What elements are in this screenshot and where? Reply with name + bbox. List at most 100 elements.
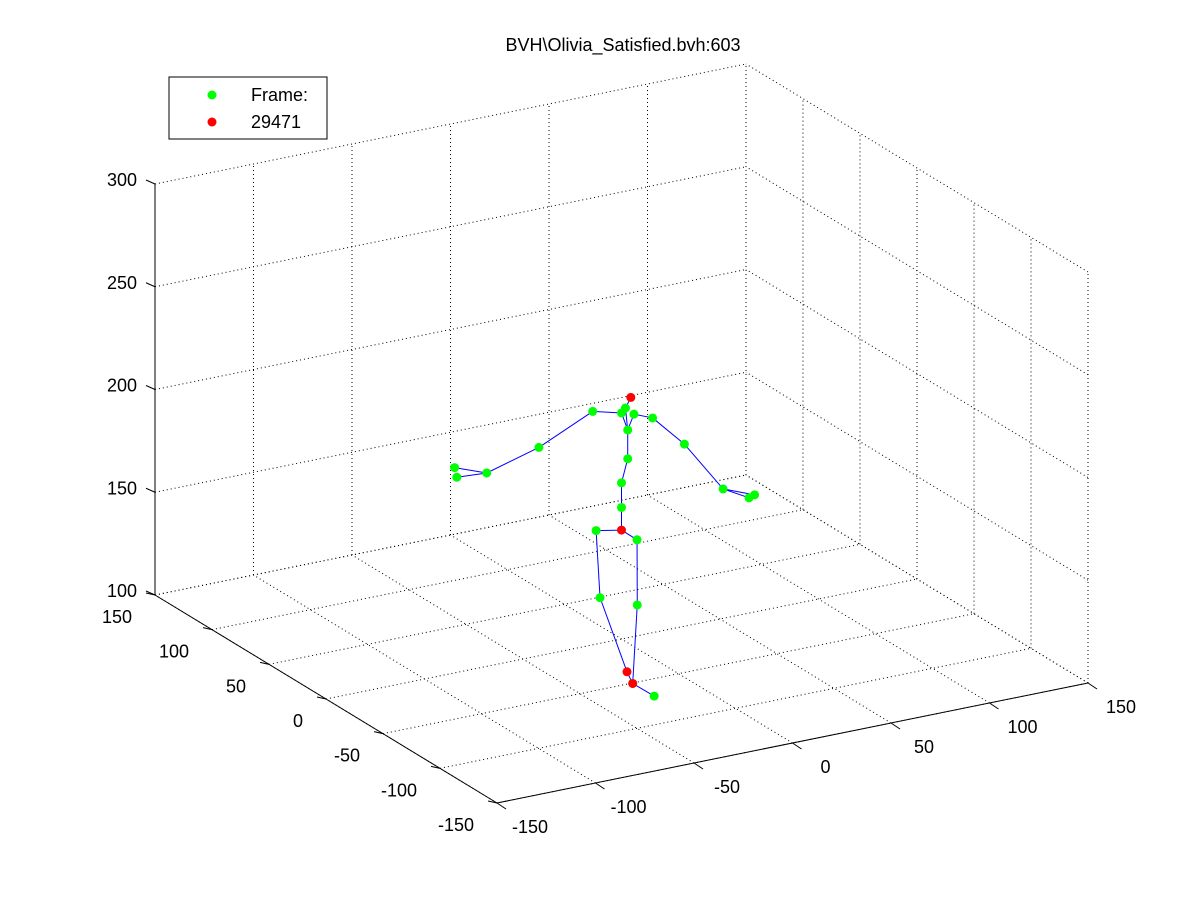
y-tick-mark [373, 731, 384, 735]
joint-marker [623, 425, 633, 435]
z-tick-mark [145, 282, 156, 288]
legend-marker-frame-number [207, 117, 217, 127]
legend-label-frame: Frame: [251, 85, 308, 105]
joint-marker [617, 502, 626, 512]
z-tick-label: 250 [107, 273, 137, 293]
legend-marker-frame [207, 90, 217, 100]
x-tick-label: 100 [1007, 717, 1037, 737]
joint-marker [617, 478, 626, 488]
joint-marker [617, 408, 626, 418]
grid-line [325, 578, 918, 700]
y-tick-label: 100 [159, 642, 189, 662]
plot-grid [154, 63, 1089, 804]
joint-marker [632, 535, 642, 545]
grid-line [450, 534, 793, 744]
joint-marker [648, 413, 658, 423]
joint-marker [482, 468, 492, 478]
z-tick-label: 150 [107, 478, 137, 498]
grid-line [211, 509, 804, 631]
grid-line [382, 613, 975, 735]
joint-marker [649, 691, 659, 701]
y-tick-mark [430, 765, 441, 769]
y-tick-label: -50 [334, 746, 360, 766]
joint-marker [626, 392, 636, 402]
skeleton-bones [454, 397, 755, 697]
z-tick-mark [145, 179, 156, 185]
x-tick-label: 150 [1106, 697, 1136, 717]
y-tick-mark [487, 800, 498, 804]
joint-marker [628, 678, 638, 688]
x-tick-label: -100 [610, 797, 646, 817]
y-tick-label: 150 [102, 607, 132, 627]
z-tick-label: 200 [107, 376, 137, 396]
z-tick-mark [145, 487, 156, 493]
chart-title: BVH\Olivia_Satisfied.bvh:603 [505, 35, 740, 56]
skeleton-bone [595, 530, 601, 598]
grid-line [745, 63, 1089, 273]
joint-marker [718, 484, 728, 494]
x-tick-mark [989, 702, 999, 710]
grid-line [154, 474, 747, 596]
skeleton-bone [632, 604, 638, 684]
x-tick-label: 0 [820, 757, 830, 777]
x-tick-label: 50 [914, 737, 934, 757]
grid-line [745, 371, 1089, 581]
tick-labels: -150 -100 -50 0 50 100 150 -150 -100 -50 0 50 100 150… [102, 170, 1136, 837]
x-tick-mark [890, 722, 901, 730]
skeleton-bone [456, 472, 487, 478]
z-tick-label: 100 [107, 581, 137, 601]
legend-label-frame-number: 29471 [251, 112, 301, 132]
skeleton-bone [486, 446, 540, 474]
joint-marker [679, 439, 689, 449]
grid-line [745, 474, 1089, 684]
joint-marker [629, 409, 639, 419]
z-tick-mark [145, 590, 156, 596]
x-tick-mark [595, 782, 605, 790]
y-tick-label: 50 [226, 676, 246, 696]
joint-marker [534, 442, 544, 452]
grid-line [154, 63, 747, 185]
grid-line [154, 166, 747, 288]
joint-marker [622, 667, 632, 677]
plot-axes [145, 179, 1098, 810]
z-tick-label: 300 [107, 170, 137, 190]
grid-line [548, 514, 892, 724]
skeleton-joints [450, 392, 760, 701]
grid-line [647, 494, 990, 704]
skeleton-bone [652, 417, 685, 445]
skeleton-bone [599, 597, 628, 672]
joint-marker [595, 593, 605, 603]
y-tick-label: -100 [381, 780, 417, 800]
legend: Frame: 29471 [168, 76, 328, 140]
x-tick-label: -150 [512, 817, 548, 837]
x-tick-label: -50 [714, 777, 740, 797]
skeleton-bone [454, 467, 487, 474]
joint-marker [623, 454, 633, 464]
joint-marker [452, 472, 462, 482]
joint-marker [450, 463, 460, 473]
joint-marker [591, 526, 601, 536]
z-tick-mark [145, 385, 156, 390]
x-tick-mark [693, 762, 704, 770]
grid-line [154, 269, 747, 390]
y-tick-mark [259, 661, 270, 665]
y-tick-label: -150 [438, 815, 474, 835]
joint-marker [750, 490, 760, 500]
skeleton-bone [684, 443, 724, 490]
skeleton-bone [722, 488, 750, 499]
grid-line [745, 269, 1089, 478]
x-tick-mark [792, 742, 802, 750]
joint-marker [588, 406, 598, 416]
grid-line [154, 371, 747, 493]
y-tick-mark [316, 696, 327, 700]
x-tick-mark [496, 802, 507, 810]
joint-marker [632, 600, 642, 610]
y-tick-label: 0 [293, 711, 303, 731]
grid-line [268, 543, 861, 665]
grid-line [439, 647, 1032, 769]
skeleton-bone [538, 410, 593, 448]
grid-line [745, 166, 1089, 376]
skeleton-bone [592, 410, 622, 414]
legend-box [168, 76, 328, 140]
